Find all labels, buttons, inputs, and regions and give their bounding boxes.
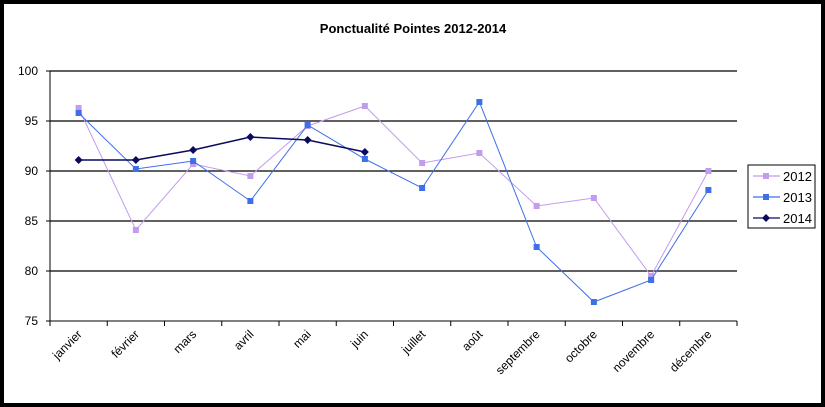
data-point xyxy=(74,156,83,164)
data-point xyxy=(648,273,655,279)
y-tick-label: 80 xyxy=(25,264,39,278)
y-tick-label: 85 xyxy=(25,214,39,228)
series-line xyxy=(78,136,366,161)
x-tick-label: janvier xyxy=(49,327,85,363)
x-tick-label: décembre xyxy=(667,327,715,375)
data-point xyxy=(75,105,82,111)
data-point xyxy=(419,160,426,166)
y-tick-label: 95 xyxy=(25,114,39,128)
chart-title: Ponctualité Pointes 2012-2014 xyxy=(320,21,507,36)
x-tick-label: juin xyxy=(347,327,371,351)
legend-label: 2014 xyxy=(783,211,812,226)
data-point xyxy=(304,122,311,128)
legend-label: 2012 xyxy=(783,169,812,184)
x-tick-label: octobre xyxy=(562,327,600,365)
series-2014 xyxy=(74,133,369,164)
series-2012 xyxy=(75,103,712,279)
legend-item-2014: 2014 xyxy=(753,211,812,226)
legend-item-2012: 2012 xyxy=(753,169,812,184)
x-tick-label: avril xyxy=(231,327,256,352)
x-tick-label: juillet xyxy=(398,327,428,357)
data-point xyxy=(189,146,198,154)
data-point xyxy=(246,133,255,141)
data-point xyxy=(132,166,139,172)
x-tick-label: août xyxy=(459,327,486,354)
data-point xyxy=(648,277,655,283)
data-point xyxy=(590,195,597,201)
y-tick-label: 75 xyxy=(25,314,39,328)
data-point xyxy=(75,110,82,116)
x-tick-label: février xyxy=(109,327,142,360)
data-point xyxy=(247,173,254,179)
series-line xyxy=(78,105,709,277)
legend-label: 2013 xyxy=(783,190,812,205)
data-point xyxy=(190,158,197,164)
x-tick-label: novembre xyxy=(610,327,658,375)
data-point xyxy=(361,103,368,109)
data-point xyxy=(590,299,597,305)
legend-item-2013: 2013 xyxy=(753,190,812,205)
y-tick-label: 90 xyxy=(25,164,39,178)
data-point xyxy=(533,244,540,250)
data-point xyxy=(131,156,140,164)
x-tick-label: septembre xyxy=(493,327,543,377)
x-tick-label: mai xyxy=(290,327,314,351)
data-point xyxy=(476,150,483,156)
data-point xyxy=(132,227,139,233)
data-point xyxy=(533,203,540,209)
series-2013 xyxy=(75,99,712,305)
data-point xyxy=(762,214,770,222)
data-point xyxy=(419,185,426,191)
data-point xyxy=(705,168,712,174)
data-point xyxy=(361,156,368,162)
data-point xyxy=(247,198,254,204)
data-point xyxy=(476,99,483,105)
data-point xyxy=(763,173,769,179)
x-tick-label: mars xyxy=(170,327,199,356)
y-tick-label: 100 xyxy=(18,64,38,78)
data-point xyxy=(360,148,369,156)
data-point xyxy=(303,136,312,144)
data-point xyxy=(763,194,769,200)
series-line xyxy=(78,100,709,303)
data-point xyxy=(705,187,712,193)
